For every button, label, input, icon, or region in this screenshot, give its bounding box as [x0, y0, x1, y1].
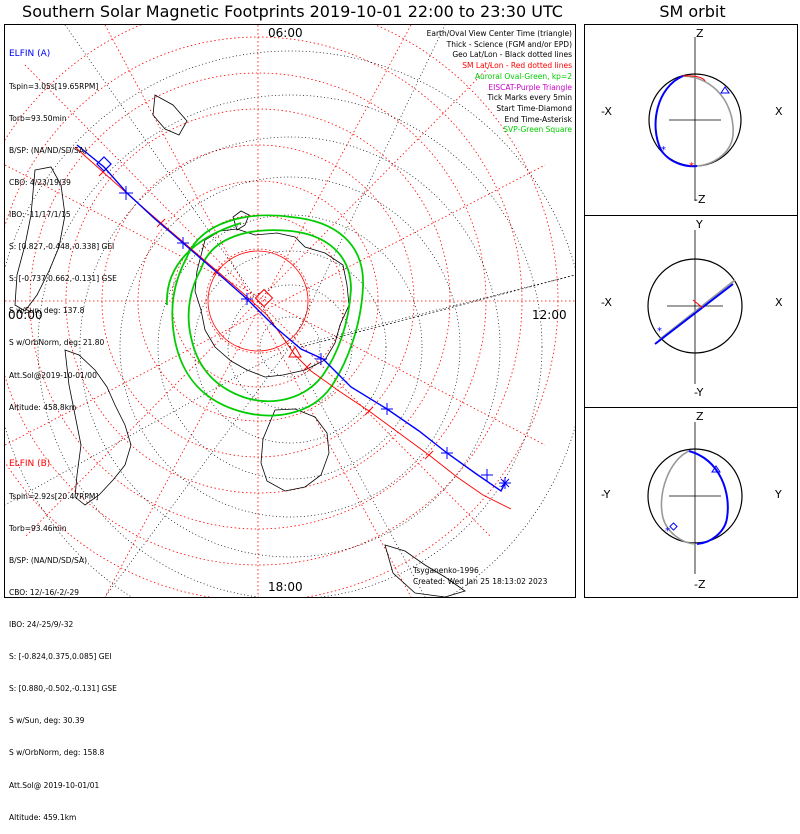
axis-label-bottom: -Z — [694, 578, 706, 591]
elfin-b-start-diamond — [254, 288, 274, 308]
elfin-b-line: CBO: 12/-16/-2/-29 — [9, 587, 80, 597]
legend-item: SM Lat/Lon - Red dotted lines — [462, 61, 572, 71]
elfin-a-line: B/SP: (NA/ND/SD/SA) — [9, 145, 87, 155]
elfin-a-end-asterisk — [499, 477, 511, 489]
svg-text:*: * — [657, 326, 662, 337]
axis-label-left: -X — [601, 296, 612, 309]
hour-label-bottom: 18:00 — [268, 580, 303, 594]
elfin-a-info: ELFIN (A) Tspin=3.05s[19.65RPM] Torb=93.… — [9, 28, 117, 424]
elfin-b-view-triangle — [288, 346, 302, 358]
created-label: Created: Wed Jan 25 18:13:02 2023 — [413, 577, 548, 586]
elfin-b-line: Att.Sol@ 2019-10-01/01 — [9, 780, 100, 790]
auroral-oval — [166, 214, 364, 417]
elfin-b-line: S w/OrbNorm, deg: 158.8 — [9, 748, 105, 758]
svg-text:*: * — [661, 145, 666, 156]
elfin-b-line: B/SP: (NA/ND/SD/SA) — [9, 555, 87, 565]
axis-label-bottom: -Y — [694, 386, 704, 399]
axis-label-left: -Y — [601, 488, 611, 501]
legend-item: Earth/Oval View Center Time (triangle) — [426, 29, 572, 38]
elfin-a-line: S: [0.827,-0.448,-0.338] GEI — [9, 242, 115, 252]
elfin-a-start-diamond — [96, 156, 112, 172]
legend-item: Auroral Oval-Green, kp=2 — [474, 71, 572, 81]
coastlines — [14, 94, 466, 598]
elfin-b-line: S: [-0.824,0.375,0.085] GEI — [9, 652, 112, 662]
legend-item: Tick Marks every 5min — [487, 93, 572, 103]
plot-title: Southern Solar Magnetic Footprints 2019-… — [22, 2, 563, 21]
elfin-a-line: S: [-0.737,0.662,-0.131] GSE — [9, 274, 117, 284]
axis-label-top: Z — [696, 27, 704, 40]
orbit-title: SM orbit — [659, 2, 726, 21]
elfin-b-track — [74, 146, 512, 510]
elfin-b-line: Torb=93.46min — [9, 523, 67, 533]
elfin-b-line: S w/Sun, deg: 30.39 — [9, 716, 85, 726]
legend-item: Geo Lat/Lon - Black dotted lines — [452, 50, 572, 60]
sm-pole-circle — [207, 250, 309, 352]
hour-label-top: 06:00 — [268, 26, 303, 40]
elfin-a-line: S w/Sun, deg: 137.8 — [9, 306, 85, 316]
elfin-a-name: ELFIN (A) — [9, 49, 51, 60]
elfin-a-line: Att.Sol@2019-10-01/00 — [9, 370, 97, 380]
axis-label-right: X — [775, 296, 783, 309]
axis-label-right: X — [775, 105, 783, 118]
elfin-a-line: IBO: -11/17/1/15 — [9, 209, 71, 219]
polar-plot — [0, 0, 587, 644]
elfin-a-line: Tspin=3.05s[19.65RPM] — [9, 81, 99, 91]
svg-text:*: * — [689, 161, 694, 172]
elfin-b-line: Altitude: 459.1km — [9, 812, 77, 822]
svg-text:*: * — [665, 526, 670, 537]
legend-item: SVP-Green Square — [503, 125, 572, 135]
legend-item: Start Time-Diamond — [496, 103, 572, 113]
orbit-panel-yz: * Z -Z -Y Y — [584, 407, 798, 598]
elfin-b-line: S: [0.880,-0.502,-0.131] GSE — [9, 684, 117, 694]
elfin-b-info: ELFIN (B) Tspin=2.92s[20.47RPM] Torb=93.… — [9, 438, 117, 834]
hour-label-right: 12:00 — [532, 308, 567, 322]
orbit-panel-yz-svg: * — [647, 422, 743, 574]
elfin-a-line: CBO: 4/23/19/39 — [9, 177, 71, 187]
legend-item: EISCAT-Purple Triangle — [488, 82, 572, 92]
legend-item: Thick - Science (FGM and/or EPD) — [446, 39, 572, 49]
elfin-a-track — [76, 144, 511, 493]
orbit-panel-xy: * Y -Y -X X — [584, 215, 798, 408]
orbit-panel-xy-svg: * — [647, 230, 743, 384]
legend-item: End Time-Asterisk — [504, 114, 572, 124]
axis-label-bottom: -Z — [694, 193, 706, 206]
view-center-line — [300, 274, 576, 348]
elfin-b-line: IBO: 24/-25/9/-32 — [9, 619, 74, 629]
elfin-a-line: Altitude: 458.8km — [9, 402, 77, 412]
sm-lat-grid — [0, 0, 575, 602]
orbit-panel-xz-svg: * * — [648, 37, 742, 201]
elfin-a-line: Torb=93.50min — [9, 113, 67, 123]
elfin-a-line: S w/OrbNorm, deg: 21.80 — [9, 338, 105, 348]
elfin-b-name: ELFIN (B) — [9, 459, 51, 470]
orbit-panel-xz: * * Z -Z -X X — [584, 24, 798, 216]
elfin-b-line: Tspin=2.92s[20.47RPM] — [9, 491, 99, 501]
polar-plot-frame — [0, 0, 587, 644]
axis-label-right: Y — [775, 488, 782, 501]
hour-label-left: 00:00 — [8, 308, 43, 322]
model-label: Tsyganenko-1996 — [413, 566, 479, 575]
axis-label-top: Y — [696, 218, 703, 231]
axis-label-top: Z — [696, 410, 704, 423]
legend: Earth/Oval View Center Time (triangle) T… — [427, 29, 572, 136]
axis-label-left: -X — [601, 105, 612, 118]
